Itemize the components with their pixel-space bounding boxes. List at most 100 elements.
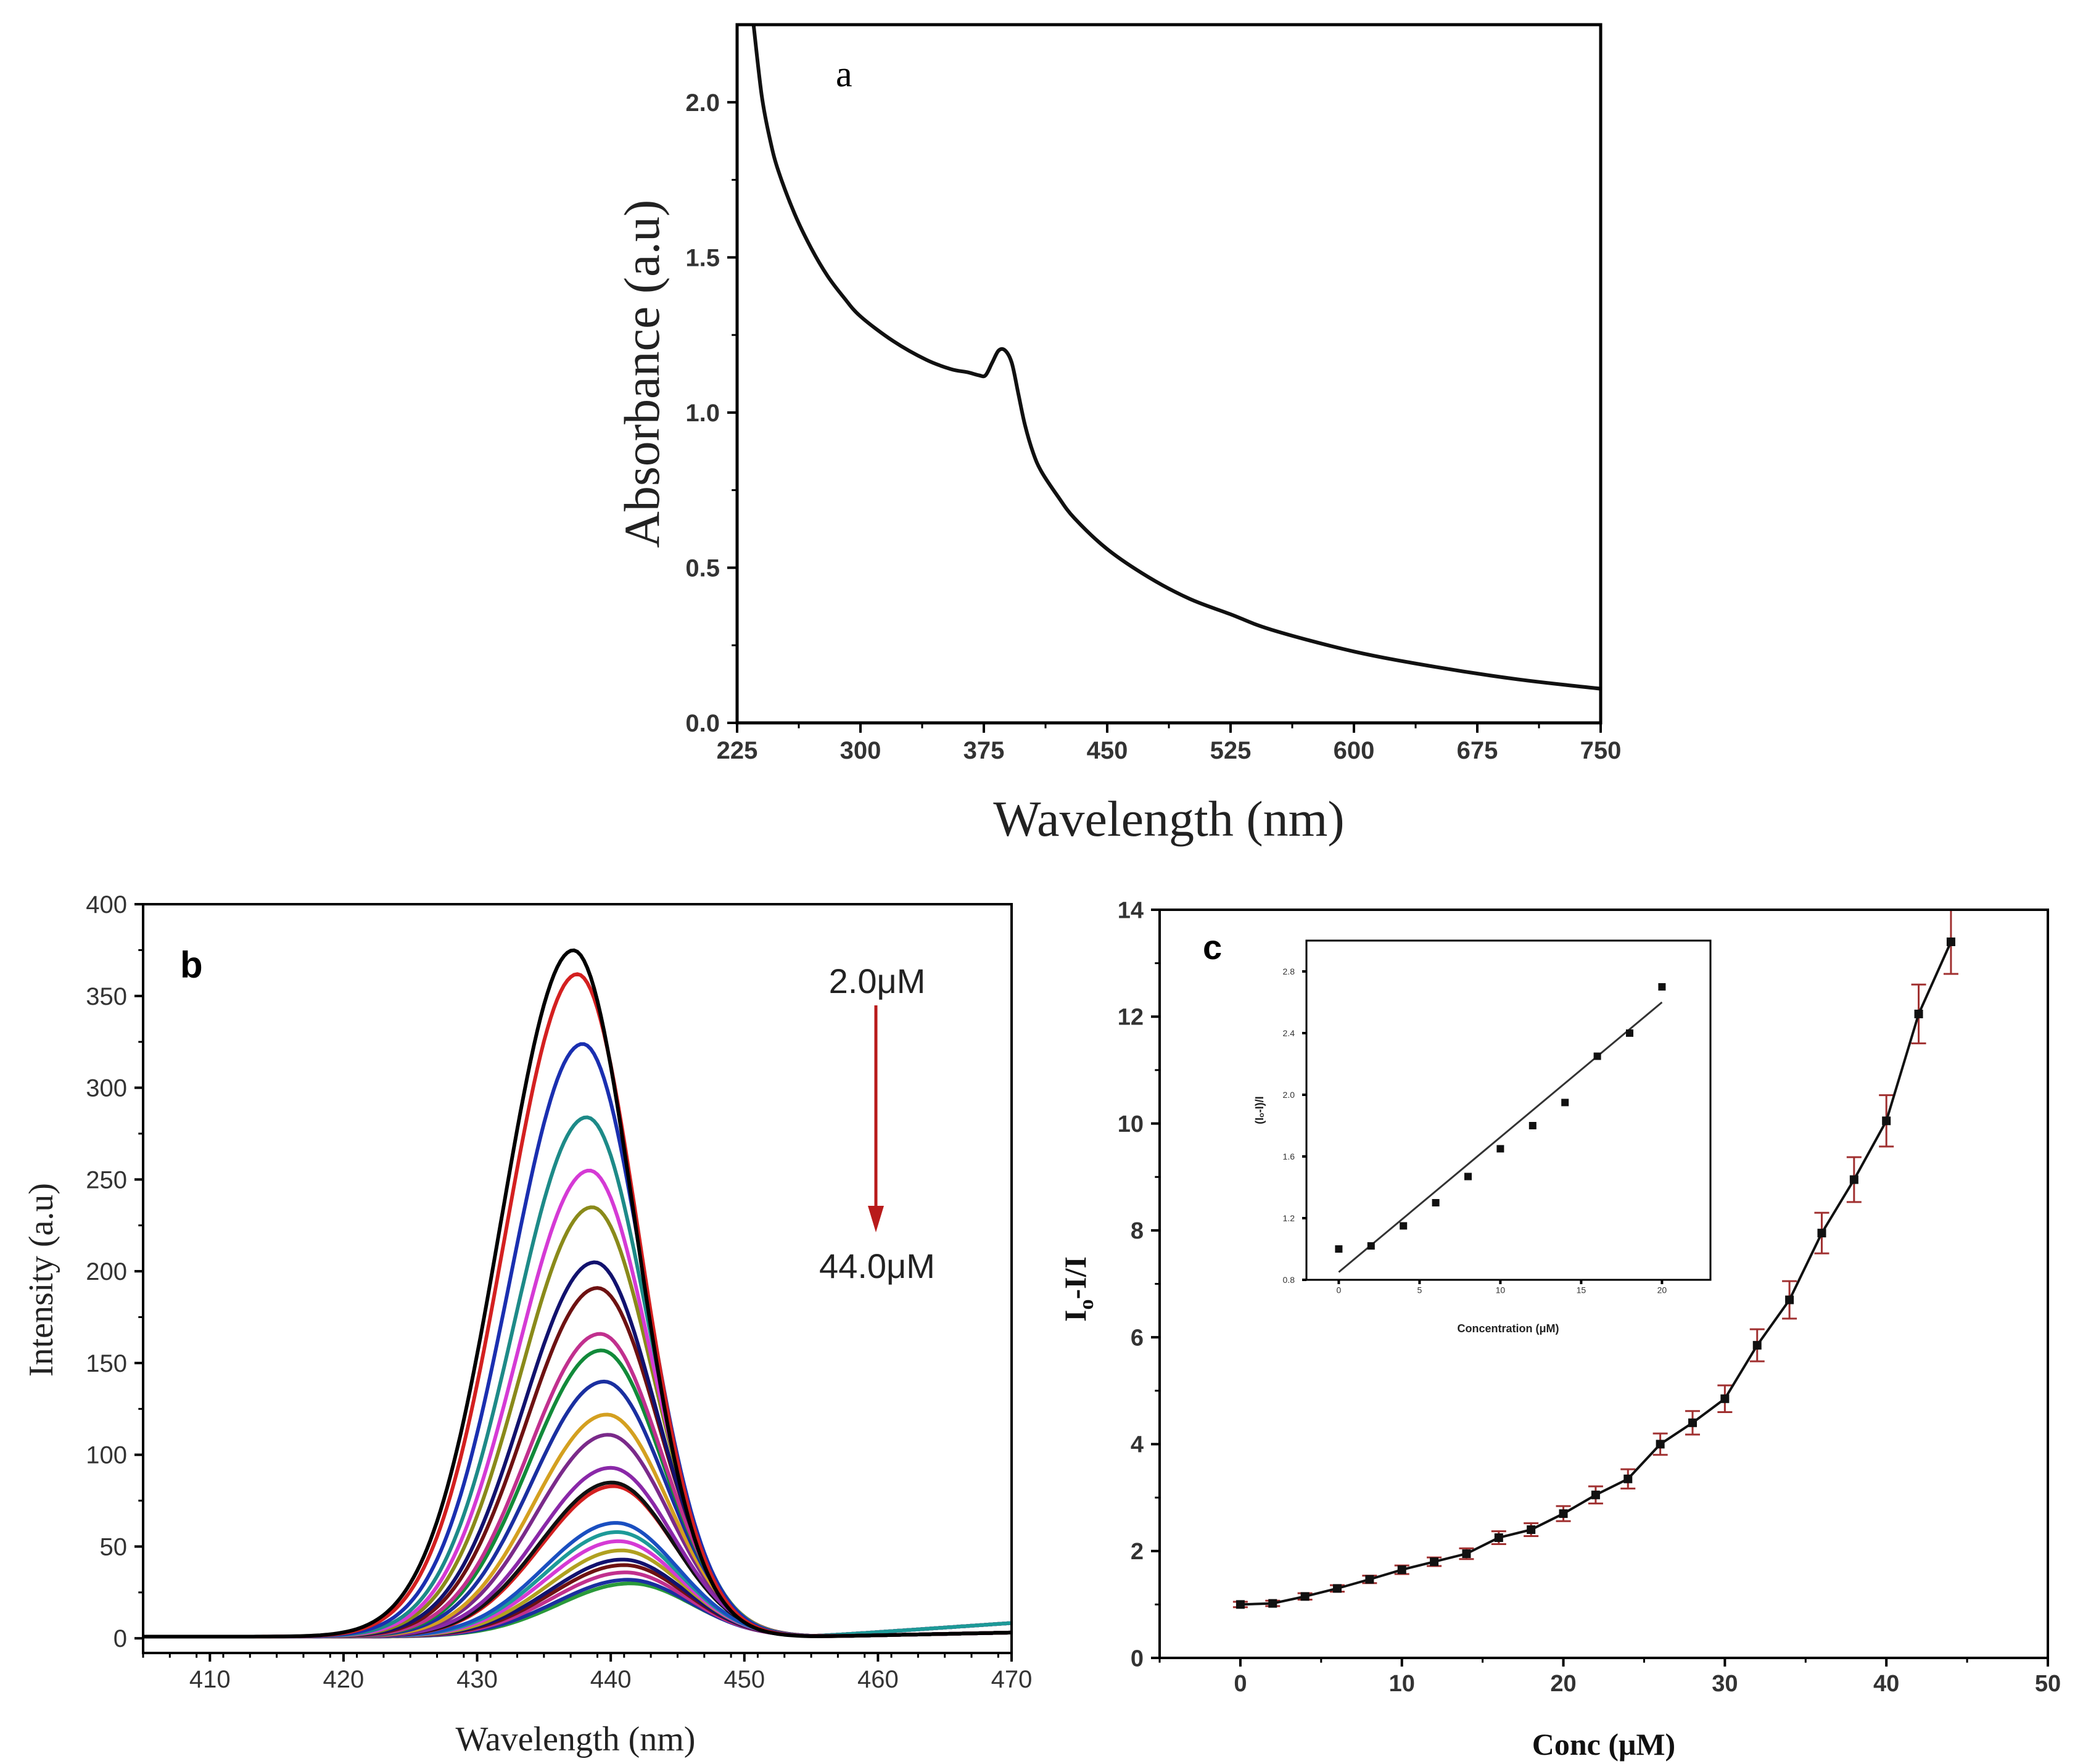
panel-c-ytick-label: 10 [1118,1111,1144,1137]
inset-xlabel: Concentration (μM) [1458,1322,1559,1335]
panel-b-ytick-label: 300 [86,1075,127,1102]
inset-data-point [1335,1245,1343,1253]
panel-a-xtick-label: 675 [1457,737,1498,764]
panel-c-xtick-label: 30 [1712,1671,1738,1697]
emission-spectrum [143,1563,1012,1639]
panel-c-xtick-label: 0 [1234,1671,1247,1697]
panel-c-ytick-label: 14 [1118,897,1144,923]
inset-ylabel: (Iₒ-I)/I [1253,1096,1266,1124]
panel-a-xtick-label: 450 [1087,737,1128,764]
panel-b-ytick-label: 0 [113,1625,127,1652]
panel-c-ytick-label: 8 [1131,1218,1144,1244]
panel-a-xlabel: Wavelength (nm) [993,791,1344,847]
panel-b-ylabel: Intensity (a.u) [22,1183,60,1377]
emission-spectrum [143,1539,1012,1639]
inset-data-point [1561,1098,1569,1107]
panel-a-ytick-label: 0.0 [685,710,720,737]
panel-a-xtick-label: 525 [1210,737,1252,764]
inset-xtick-label: 10 [1496,1285,1506,1295]
panel-c-xlabel: Conc (μM) [1532,1727,1675,1762]
inset-data-point [1367,1242,1375,1250]
panel-a-ytick-label: 0.5 [685,554,720,582]
panel-c-ylabel: Io-I/I [1058,1256,1098,1322]
panel-a-label: a [836,54,852,94]
inset-data-point [1658,983,1666,991]
data-point [1623,1474,1633,1483]
arrow-start-label: 2.0μM [829,962,926,1000]
panel-a-ytick-label: 1.0 [685,400,720,427]
absorbance-curve [751,25,1601,691]
panel-b-ytick-label: 200 [86,1258,127,1285]
inset-data-point [1400,1222,1408,1230]
emission-spectrum [143,1115,1012,1639]
inset-xtick-label: 20 [1657,1285,1667,1295]
panel-c-inset: 0.8 1.2 1.6 2.0 2.4 2.8 0 5 10 15 20 Concentration… [1253,939,1712,1335]
data-point [1946,937,1955,946]
data-point [1914,1009,1923,1018]
data-point [1268,1599,1277,1608]
panel-b-xlabel: Wavelength (nm) [456,1720,696,1758]
panel-a-xtick-label: 600 [1334,737,1375,764]
inset-data-point [1432,1199,1440,1206]
panel-b-ytick-label: 400 [86,891,127,918]
panel-b-xtick-label: 460 [857,1666,899,1693]
inset-ytick-label: 1.6 [1283,1152,1295,1161]
data-point [1430,1557,1439,1567]
emission-spectrum [143,1433,1012,1639]
panel-b-xtick-label: 450 [724,1666,765,1693]
panel-a-frame [735,23,1603,725]
panel-b-xtick-label: 420 [323,1666,365,1693]
data-point [1817,1229,1826,1238]
panel-a-ytick-label: 1.5 [685,244,720,271]
inset-ytick-label: 0.8 [1283,1275,1295,1285]
panel-c-xtick-label: 40 [1873,1671,1899,1697]
panel-b: 0 50 100 150 200 250 300 350 400 410 420 430 440 450… [22,891,1032,1758]
data-point [1236,1600,1245,1609]
data-point [1688,1418,1697,1427]
panel-a: 0.0 0.5 1.0 1.5 2.0 225 300 375 450 525 600 675 750… [614,23,1622,847]
data-point [1527,1525,1536,1535]
panel-a-xtick-label: 375 [963,737,1005,764]
panel-b-xtick-label: 410 [189,1666,231,1693]
emission-spectrum [143,1484,1012,1639]
data-point [1785,1295,1794,1304]
arrow-end-label: 44.0μM [819,1247,935,1285]
inset-ytick-label: 2.0 [1283,1090,1295,1100]
data-point [1591,1490,1600,1499]
inset-ytick-label: 2.8 [1283,966,1295,976]
data-point [1882,1116,1891,1126]
emission-spectrum [143,948,1012,1639]
emission-spectrum [143,1578,1012,1639]
panel-c-xtick-label: 50 [2035,1671,2061,1697]
inset-ytick-label: 1.2 [1283,1213,1295,1223]
data-point [1752,1341,1762,1350]
panel-b-xtick-label: 440 [590,1666,632,1693]
panel-b-label: b [180,944,203,986]
panel-b-ytick-label: 150 [86,1350,127,1377]
emission-spectrum [143,1570,1012,1639]
inset-data-point [1496,1145,1504,1153]
panel-c-ytick-label: 6 [1131,1325,1144,1351]
inset-xtick-label: 15 [1577,1285,1586,1295]
data-point [1656,1440,1665,1449]
data-point [1494,1533,1503,1543]
panel-b-frame [142,903,1013,1654]
panel-b-ytick-label: 100 [86,1442,127,1469]
panel-c-ytick-label: 12 [1118,1005,1144,1031]
panel-c-label: c [1203,928,1222,966]
data-point [1397,1565,1406,1575]
panel-b-ytick-label: 50 [100,1533,128,1560]
inset-data-point [1464,1173,1472,1181]
inset-xtick-label: 5 [1417,1285,1422,1295]
panel-a-xtick-label: 750 [1580,737,1622,764]
panel-c-ytick-label: 4 [1131,1432,1144,1458]
panel-a-xtick-label: 300 [840,737,881,764]
data-point [1333,1584,1342,1593]
panel-b-xtick-label: 430 [456,1666,498,1693]
panel-a-ytick-label: 2.0 [685,89,720,117]
inset-data-point [1626,1029,1633,1037]
panel-c-xtick-label: 20 [1550,1671,1576,1697]
inset-data-point [1593,1052,1601,1060]
